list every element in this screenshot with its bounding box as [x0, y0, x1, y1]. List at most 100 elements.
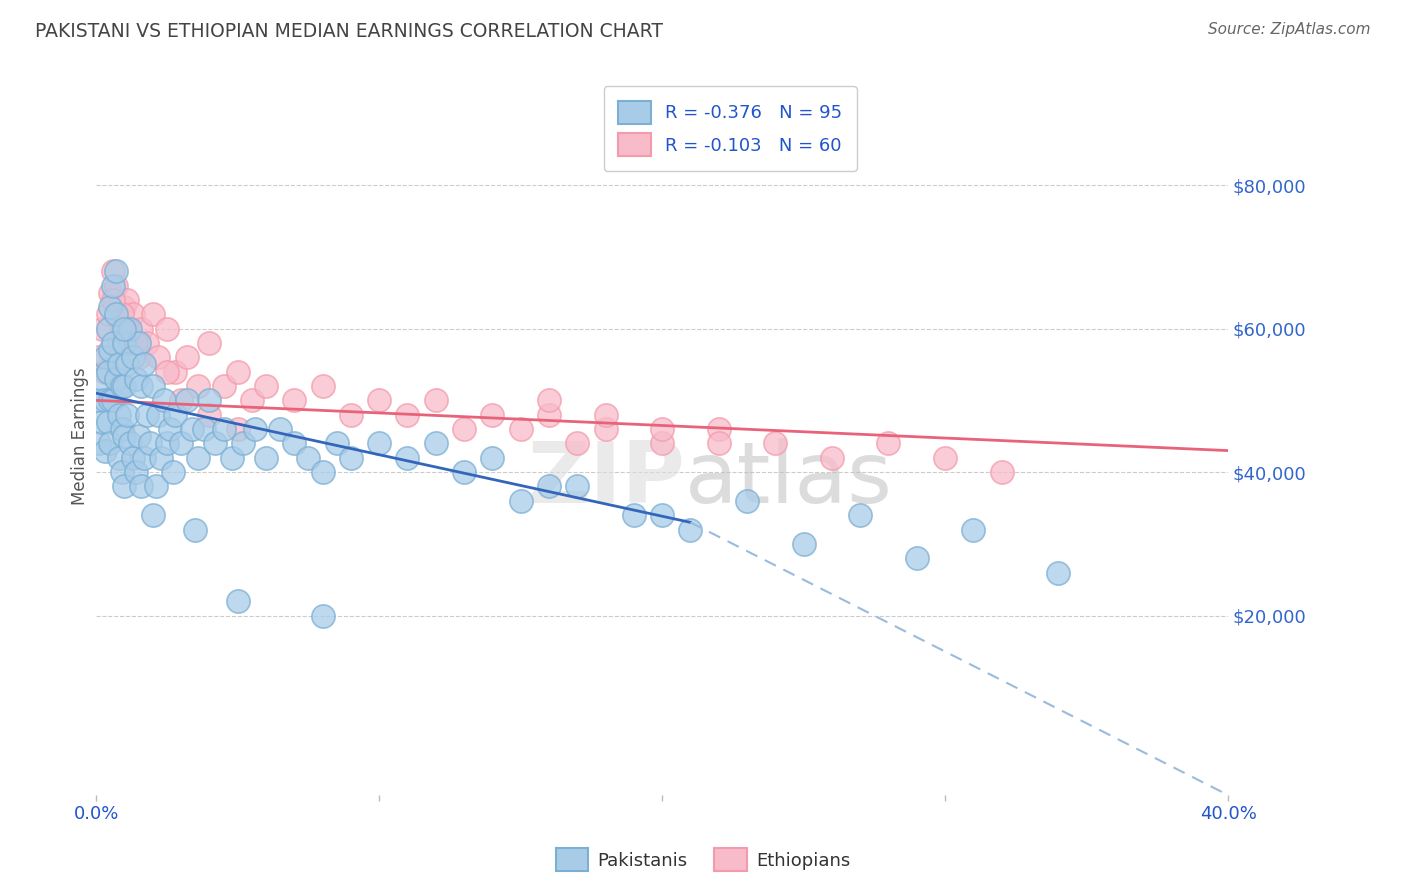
- Point: [122, 307, 145, 321]
- Point: [181, 422, 204, 436]
- Point: [453, 422, 475, 436]
- Point: [204, 436, 226, 450]
- Point: [108, 335, 131, 350]
- Point: [134, 450, 156, 465]
- Point: [595, 408, 617, 422]
- Point: [104, 307, 127, 321]
- Point: [117, 358, 139, 372]
- Point: [104, 278, 127, 293]
- Point: [125, 335, 148, 350]
- Point: [156, 321, 179, 335]
- Point: [254, 450, 277, 465]
- Point: [93, 351, 115, 365]
- Point: [125, 372, 148, 386]
- Point: [148, 351, 170, 365]
- Point: [108, 408, 131, 422]
- Point: [453, 465, 475, 479]
- Point: [368, 436, 391, 450]
- Point: [98, 300, 121, 314]
- Point: [148, 408, 170, 422]
- Point: [114, 321, 136, 335]
- Point: [187, 379, 209, 393]
- Point: [156, 436, 179, 450]
- Point: [165, 365, 187, 379]
- Point: [170, 436, 193, 450]
- Point: [368, 393, 391, 408]
- Point: [537, 479, 560, 493]
- Point: [104, 358, 127, 372]
- Point: [125, 465, 148, 479]
- Point: [93, 365, 115, 379]
- Point: [962, 523, 984, 537]
- Text: PAKISTANI VS ETHIOPIAN MEDIAN EARNINGS CORRELATION CHART: PAKISTANI VS ETHIOPIAN MEDIAN EARNINGS C…: [35, 22, 664, 41]
- Point: [111, 465, 134, 479]
- Point: [98, 343, 121, 358]
- Point: [131, 321, 153, 335]
- Point: [111, 307, 134, 321]
- Point: [96, 307, 118, 321]
- Point: [98, 436, 121, 450]
- Point: [117, 408, 139, 422]
- Point: [509, 493, 531, 508]
- Point: [142, 307, 165, 321]
- Point: [120, 335, 142, 350]
- Point: [990, 465, 1012, 479]
- Point: [162, 465, 184, 479]
- Point: [108, 450, 131, 465]
- Point: [651, 508, 673, 523]
- Point: [707, 422, 730, 436]
- Point: [340, 408, 363, 422]
- Point: [537, 408, 560, 422]
- Point: [117, 321, 139, 335]
- Point: [187, 450, 209, 465]
- Point: [131, 379, 153, 393]
- Point: [108, 358, 131, 372]
- Point: [232, 436, 254, 450]
- Point: [679, 523, 702, 537]
- Point: [537, 393, 560, 408]
- Point: [226, 422, 249, 436]
- Point: [114, 479, 136, 493]
- Point: [101, 393, 124, 408]
- Point: [396, 450, 419, 465]
- Point: [90, 415, 112, 429]
- Point: [101, 264, 124, 278]
- Point: [325, 436, 347, 450]
- Point: [651, 422, 673, 436]
- Point: [101, 293, 124, 307]
- Point: [96, 321, 118, 335]
- Point: [170, 393, 193, 408]
- Point: [509, 422, 531, 436]
- Point: [425, 393, 447, 408]
- Point: [90, 372, 112, 386]
- Point: [131, 479, 153, 493]
- Legend: R = -0.376   N = 95, R = -0.103   N = 60: R = -0.376 N = 95, R = -0.103 N = 60: [603, 87, 856, 170]
- Point: [104, 264, 127, 278]
- Point: [221, 450, 243, 465]
- Point: [176, 351, 198, 365]
- Point: [128, 429, 150, 443]
- Text: ZIP: ZIP: [527, 438, 685, 521]
- Point: [567, 479, 589, 493]
- Point: [226, 365, 249, 379]
- Point: [111, 321, 134, 335]
- Point: [212, 379, 235, 393]
- Point: [254, 379, 277, 393]
- Point: [184, 523, 207, 537]
- Point: [193, 422, 215, 436]
- Point: [153, 393, 176, 408]
- Point: [150, 450, 173, 465]
- Point: [90, 321, 112, 335]
- Point: [87, 351, 110, 365]
- Y-axis label: Median Earnings: Median Earnings: [72, 368, 89, 505]
- Point: [165, 408, 187, 422]
- Point: [142, 379, 165, 393]
- Point: [311, 379, 333, 393]
- Point: [793, 537, 815, 551]
- Point: [111, 422, 134, 436]
- Point: [198, 393, 221, 408]
- Point: [243, 422, 266, 436]
- Point: [212, 422, 235, 436]
- Point: [176, 393, 198, 408]
- Point: [763, 436, 786, 450]
